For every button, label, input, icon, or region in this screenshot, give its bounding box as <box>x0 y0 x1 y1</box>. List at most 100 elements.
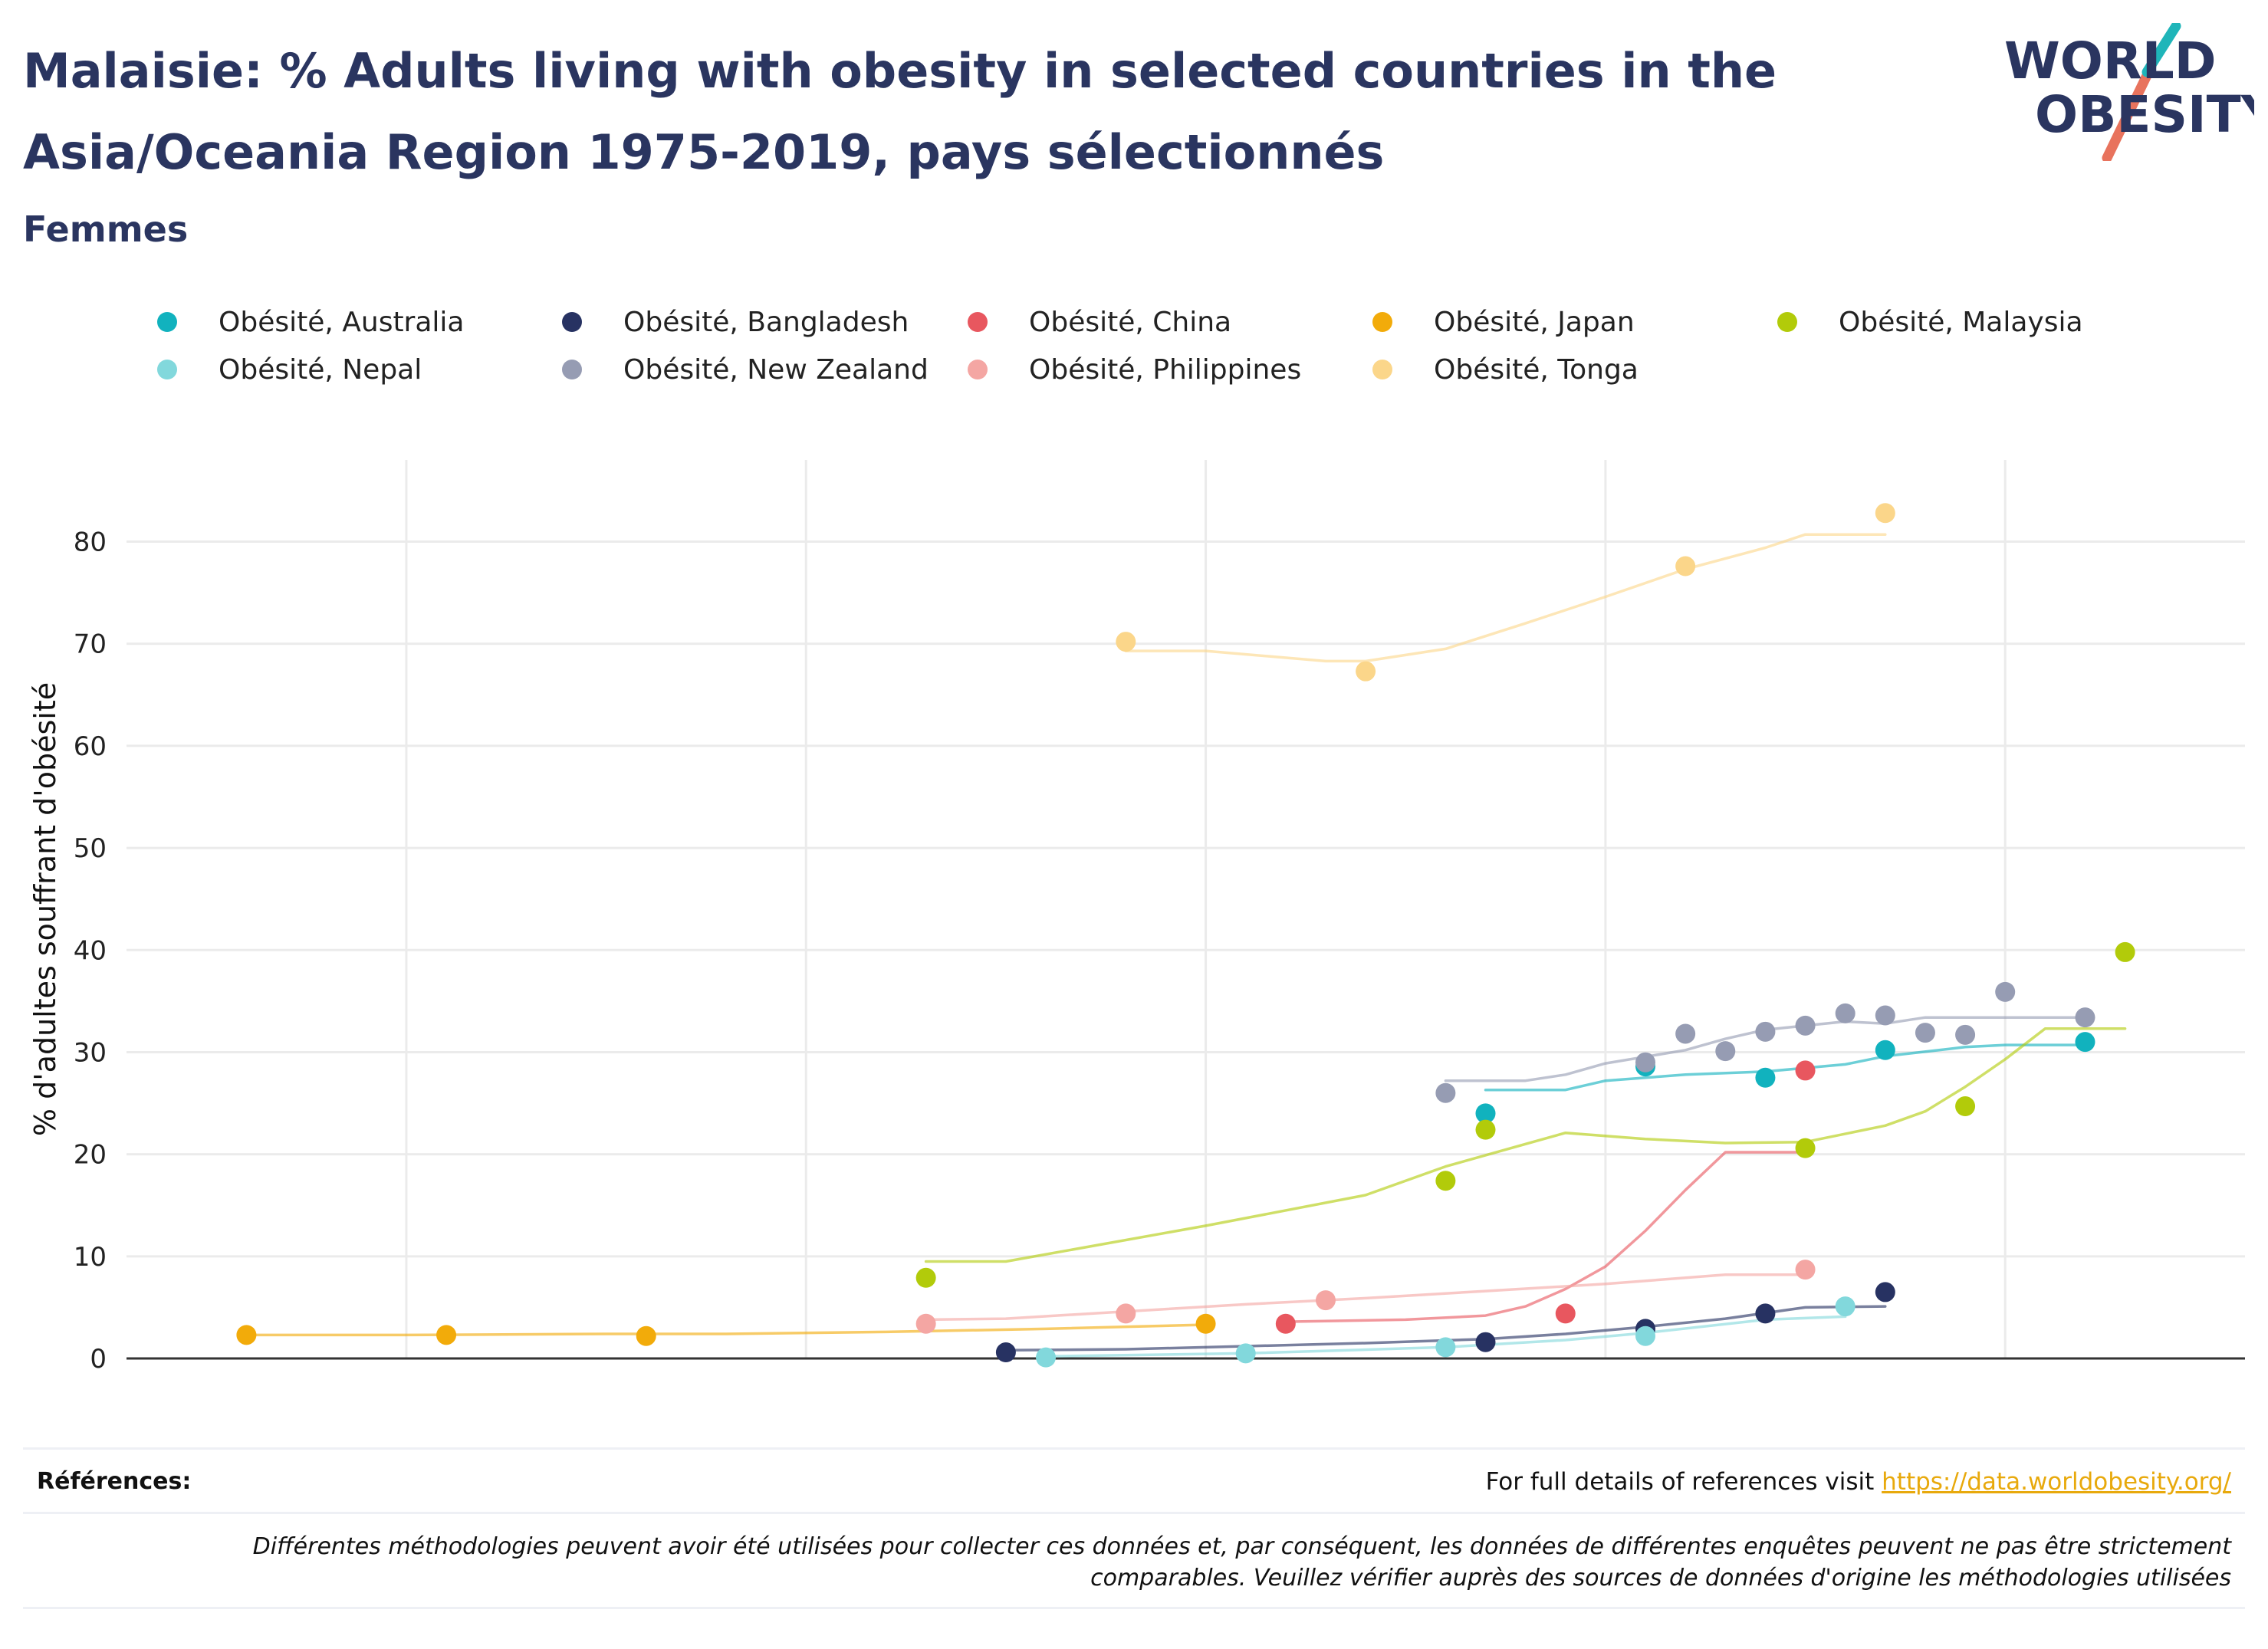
legend-label: Obésité, New Zealand <box>623 353 929 386</box>
methodology-note: Différentes méthodologies peuvent avoir … <box>252 1533 2231 1592</box>
data-point <box>1755 1021 1776 1042</box>
legend-label: Obésité, China <box>1029 306 1232 338</box>
data-point <box>1955 1024 1976 1045</box>
y-tick-label: 30 <box>74 1037 107 1068</box>
y-tick-label: 80 <box>74 527 107 558</box>
logo-word-world: WORLD <box>2004 31 2217 90</box>
data-point <box>1875 1040 1895 1060</box>
data-point <box>1795 1015 1816 1036</box>
data-point <box>1755 1303 1776 1324</box>
legend-label: Obésité, Nepal <box>219 353 422 386</box>
footer-divider-top <box>23 1447 2245 1450</box>
legend-marker <box>1777 312 1797 332</box>
data-point <box>1835 1296 1855 1317</box>
references-link[interactable]: https://data.worldobesity.org/ <box>1882 1468 2231 1496</box>
data-point <box>1875 1282 1895 1302</box>
footer-divider-middle <box>23 1512 2245 1514</box>
trend-line <box>1444 1016 2087 1082</box>
data-point <box>1875 1005 1895 1026</box>
logo-slash-coral <box>2102 61 2157 161</box>
data-point <box>1555 1303 1576 1324</box>
data-point <box>1475 1103 1496 1124</box>
legend-marker <box>1372 312 1392 332</box>
legend-item[interactable]: Obésité, Philippines <box>968 347 1301 393</box>
data-point <box>1356 661 1376 682</box>
data-point <box>2115 941 2135 962</box>
obesity-chart: 1980199020002010202001020304050607080% d… <box>28 460 2245 1372</box>
data-point <box>1795 1260 1816 1280</box>
chart-legend: Obésité, Australia Obésité, Bangladesh Obé… <box>0 299 2268 406</box>
data-point <box>2075 1007 2095 1028</box>
legend-marker <box>968 312 988 332</box>
data-point <box>1315 1290 1336 1311</box>
legend-label: Obésité, Bangladesh <box>623 306 909 338</box>
data-point <box>436 1325 457 1345</box>
data-point <box>1435 1171 1456 1191</box>
data-point <box>1435 1082 1456 1103</box>
legend-item[interactable]: Obésité, Japan <box>1372 299 1635 345</box>
data-point <box>1795 1060 1816 1081</box>
y-tick-label: 0 <box>90 1344 107 1372</box>
legend-marker <box>1372 360 1392 379</box>
data-point <box>1435 1337 1456 1358</box>
trend-line <box>245 1323 1208 1337</box>
legend-marker <box>968 360 988 379</box>
legend-item[interactable]: Obésité, Nepal <box>157 347 422 393</box>
legend-item[interactable]: Obésité, Malaysia <box>1777 299 2083 345</box>
data-point <box>1755 1067 1776 1088</box>
data-point <box>236 1325 257 1345</box>
data-point <box>1635 1052 1656 1073</box>
y-tick-label: 50 <box>74 833 107 864</box>
data-point <box>1275 1313 1296 1334</box>
data-point <box>1475 1332 1496 1352</box>
trend-line <box>1284 1151 1807 1323</box>
legend-marker <box>562 360 582 379</box>
trend-line <box>924 1273 1807 1322</box>
legend-item[interactable]: Obésité, Tonga <box>1372 347 1639 393</box>
y-tick-label: 20 <box>74 1140 107 1171</box>
legend-label: Obésité, Japan <box>1434 306 1635 338</box>
data-point <box>1235 1343 1256 1364</box>
data-point <box>1475 1119 1496 1140</box>
legend-label: Obésité, Malaysia <box>1839 306 2083 338</box>
data-point <box>1036 1347 1057 1368</box>
data-point <box>1195 1313 1216 1334</box>
legend-marker <box>157 360 177 379</box>
data-point <box>1675 556 1696 576</box>
data-point <box>1635 1325 1656 1346</box>
legend-label: Obésité, Australia <box>219 306 465 338</box>
y-tick-label: 60 <box>74 731 107 762</box>
legend-item[interactable]: Obésité, China <box>968 299 1231 345</box>
y-axis-title: % d'adultes souffrant d'obésité <box>28 682 62 1136</box>
legend-label: Obésité, Philippines <box>1029 353 1302 386</box>
references-text: For full details of references visit htt… <box>1486 1468 2231 1496</box>
legend-item[interactable]: Obésité, Australia <box>157 299 464 345</box>
data-point <box>1995 981 2016 1002</box>
data-point <box>1116 1303 1136 1324</box>
trend-line <box>1124 533 1887 663</box>
data-point <box>1915 1023 1935 1043</box>
logo-slash-teal <box>2141 23 2181 77</box>
references-prefix: For full details of references visit <box>1485 1468 1882 1496</box>
legend-label: Obésité, Tonga <box>1434 353 1639 386</box>
legend-marker <box>157 312 177 332</box>
data-point <box>915 1267 936 1288</box>
legend-item[interactable]: Obésité, New Zealand <box>562 347 929 393</box>
chart-subtitle: Femmes <box>23 209 189 250</box>
y-tick-label: 40 <box>74 935 107 966</box>
references-label: Références: <box>37 1468 192 1495</box>
chart-title: Malaisie: % Adults living with obesity i… <box>23 43 1777 180</box>
data-point <box>1875 503 1895 524</box>
y-tick-label: 10 <box>74 1242 107 1273</box>
data-point <box>1835 1003 1855 1023</box>
logo-word-obesity: OBESITY <box>2035 85 2254 144</box>
legend-item[interactable]: Obésité, Bangladesh <box>562 299 909 345</box>
data-point <box>1955 1096 1976 1117</box>
data-point <box>1675 1023 1696 1044</box>
legend-marker <box>562 312 582 332</box>
data-point <box>995 1342 1016 1363</box>
trend-line <box>924 1027 2127 1263</box>
data-point <box>1116 632 1136 652</box>
data-point <box>2075 1032 2095 1053</box>
y-tick-label: 70 <box>74 629 107 660</box>
